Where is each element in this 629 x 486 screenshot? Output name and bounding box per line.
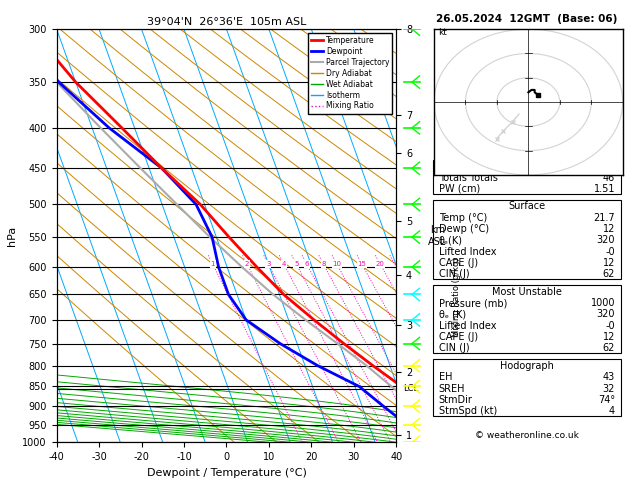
- Text: 2: 2: [245, 261, 249, 267]
- Text: Most Unstable: Most Unstable: [492, 287, 562, 297]
- Text: Surface: Surface: [508, 202, 545, 211]
- Text: 12: 12: [603, 224, 615, 234]
- Text: StmDir: StmDir: [438, 395, 472, 405]
- Legend: Temperature, Dewpoint, Parcel Trajectory, Dry Adiabat, Wet Adiabat, Isotherm, Mi: Temperature, Dewpoint, Parcel Trajectory…: [308, 33, 392, 114]
- Text: CIN (J): CIN (J): [438, 344, 469, 353]
- Text: 12: 12: [603, 258, 615, 268]
- Text: -5: -5: [605, 161, 615, 172]
- Text: kt: kt: [438, 28, 447, 37]
- Text: Dewp (°C): Dewp (°C): [438, 224, 489, 234]
- Text: 5: 5: [294, 261, 299, 267]
- Bar: [433, 359, 621, 416]
- Text: 62: 62: [603, 269, 615, 279]
- Text: 46: 46: [603, 173, 615, 183]
- Text: 20: 20: [376, 261, 385, 267]
- Text: Lifted Index: Lifted Index: [438, 321, 496, 331]
- Title: 39°04'N  26°36'E  105m ASL: 39°04'N 26°36'E 105m ASL: [147, 17, 306, 27]
- Text: 1000: 1000: [591, 298, 615, 308]
- Bar: [433, 200, 621, 279]
- Text: θₑ (K): θₑ (K): [438, 310, 465, 319]
- Text: Hodograph: Hodograph: [500, 361, 554, 371]
- Text: 12: 12: [603, 332, 615, 342]
- Text: © weatheronline.co.uk: © weatheronline.co.uk: [475, 431, 579, 440]
- Y-axis label: km
ASL: km ASL: [428, 225, 447, 246]
- Text: CIN (J): CIN (J): [438, 269, 469, 279]
- Text: 3: 3: [266, 261, 270, 267]
- Text: 74°: 74°: [598, 395, 615, 405]
- Text: CAPE (J): CAPE (J): [438, 332, 477, 342]
- Text: LCL: LCL: [403, 384, 418, 393]
- Text: 10: 10: [332, 261, 342, 267]
- Text: 15: 15: [357, 261, 366, 267]
- Text: 32: 32: [603, 383, 615, 394]
- Text: EH: EH: [438, 372, 452, 382]
- Text: 43: 43: [603, 372, 615, 382]
- Text: 21.7: 21.7: [593, 213, 615, 223]
- Text: 4: 4: [282, 261, 286, 267]
- Text: Pressure (mb): Pressure (mb): [438, 298, 507, 308]
- Text: 320: 320: [596, 235, 615, 245]
- Y-axis label: hPa: hPa: [7, 226, 17, 246]
- Bar: [433, 285, 621, 353]
- Text: CAPE (J): CAPE (J): [438, 258, 477, 268]
- Text: StmSpd (kt): StmSpd (kt): [438, 406, 497, 416]
- Text: 26.05.2024  12GMT  (Base: 06): 26.05.2024 12GMT (Base: 06): [436, 14, 618, 24]
- Text: -0: -0: [605, 321, 615, 331]
- Text: PW (cm): PW (cm): [438, 184, 480, 194]
- Text: Totals Totals: Totals Totals: [438, 173, 498, 183]
- Text: K: K: [438, 161, 445, 172]
- Text: Temp (°C): Temp (°C): [438, 213, 487, 223]
- Text: 62: 62: [603, 344, 615, 353]
- Text: Mixing Ratio (g/kg): Mixing Ratio (g/kg): [452, 258, 460, 337]
- Text: Lifted Index: Lifted Index: [438, 247, 496, 257]
- Text: 6: 6: [304, 261, 309, 267]
- Text: -0: -0: [605, 247, 615, 257]
- Text: 1: 1: [211, 261, 215, 267]
- X-axis label: Dewpoint / Temperature (°C): Dewpoint / Temperature (°C): [147, 468, 306, 478]
- Text: 1.51: 1.51: [594, 184, 615, 194]
- Text: 4: 4: [609, 406, 615, 416]
- Text: 320: 320: [596, 310, 615, 319]
- Text: θₑ(K): θₑ(K): [438, 235, 462, 245]
- Text: 8: 8: [321, 261, 326, 267]
- Bar: [433, 160, 621, 193]
- Text: SREH: SREH: [438, 383, 465, 394]
